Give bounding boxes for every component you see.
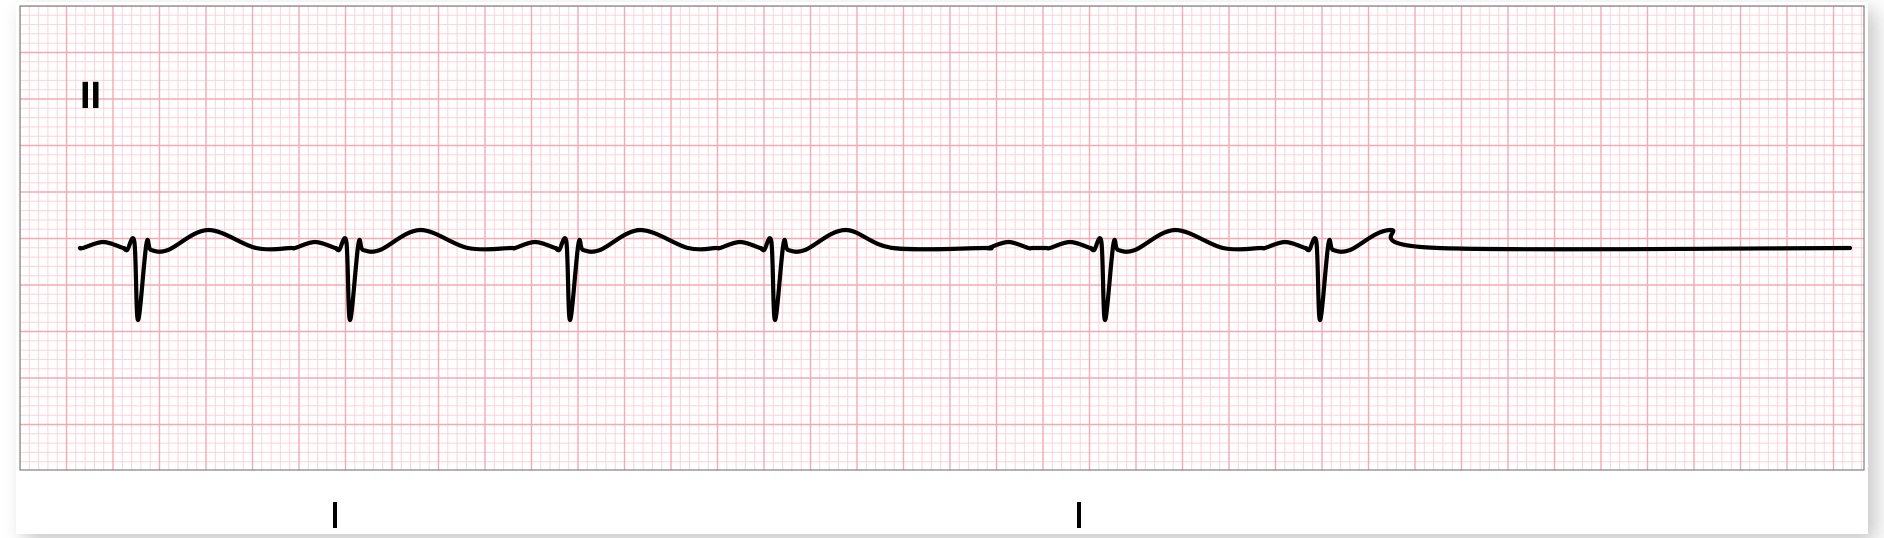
ecg-strip: II [0, 0, 1884, 538]
lead-label: II [80, 75, 101, 117]
ecg-grid [20, 6, 1864, 470]
